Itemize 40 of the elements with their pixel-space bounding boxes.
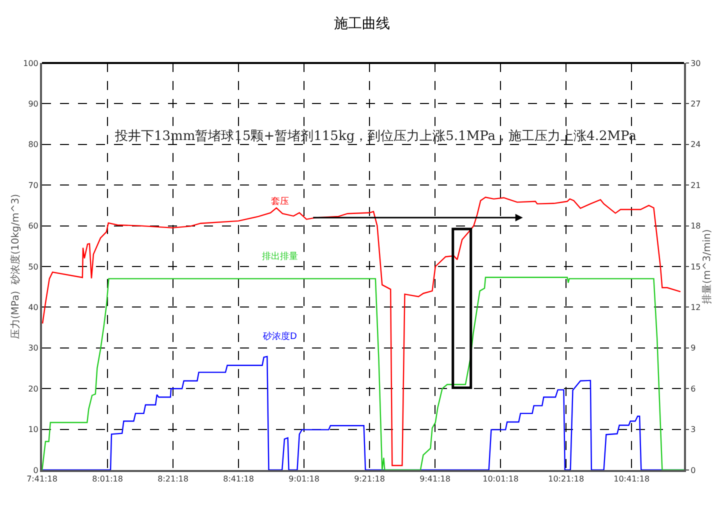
x-tick-label: 9:01:18 [288, 474, 320, 484]
y2-tick-label: 18 [690, 222, 701, 231]
x-tick-label: 10:41:18 [614, 474, 650, 484]
x-tick-label: 7:41:18 [26, 474, 58, 484]
y-axis-title: 压力(MPa) 砂浓度(10kg/m^3) [10, 194, 22, 340]
series-label: 套压 [271, 196, 289, 207]
x-tick-label: 9:21:18 [354, 474, 385, 484]
y2-tick-label: 0 [690, 466, 696, 475]
y-tick-label: 0 [33, 466, 38, 475]
x-tick-label: 10:01:18 [482, 474, 519, 484]
y2-tick-label: 21 [690, 180, 701, 190]
y2-tick-label: 3 [690, 425, 696, 434]
y-tick-label: 80 [28, 140, 38, 150]
y-tick-label: 60 [28, 222, 38, 231]
x-tick-label: 8:41:18 [223, 474, 254, 484]
line-series [42, 196, 682, 466]
y-tick-label: 100 [23, 58, 38, 68]
y2-axis-title: 排量(m^3/min) [700, 229, 713, 304]
y-tick-label: 30 [28, 344, 38, 353]
y2-tick-label: 27 [690, 100, 701, 108]
y2-tick-label: 15 [690, 262, 701, 272]
y2-tick-label: 9 [690, 344, 696, 353]
y-tick-label: 40 [28, 303, 38, 312]
series-label: 排出排量 [262, 251, 298, 262]
annotation: 投井下13mm暂堵球15颗+暂堵剂115kg，到位压力上涨5.1MPa，施工压力上涨4.2MPa [114, 128, 637, 144]
y2-tick-label: 30 [690, 58, 701, 68]
series-label: 砂浓度D [262, 331, 297, 342]
y-tick-label: 70 [28, 180, 38, 190]
x-tick-label: 8:21:18 [158, 474, 188, 484]
y-tick-label: 90 [28, 100, 38, 108]
y-tick-label: 10 [28, 425, 38, 434]
y2-tick-label: 24 [690, 140, 701, 150]
chart-title: 施工曲线 [334, 16, 390, 32]
y-tick-label: 50 [28, 262, 38, 272]
x-tick-label: 10:21:18 [548, 474, 584, 484]
y-tick-label: 20 [28, 384, 38, 394]
x-tick-label: 9:41:18 [420, 474, 450, 484]
y2-tick-label: 6 [690, 384, 696, 394]
y2-tick-label: 12 [690, 303, 701, 312]
x-tick-label: 8:01:18 [92, 474, 123, 484]
